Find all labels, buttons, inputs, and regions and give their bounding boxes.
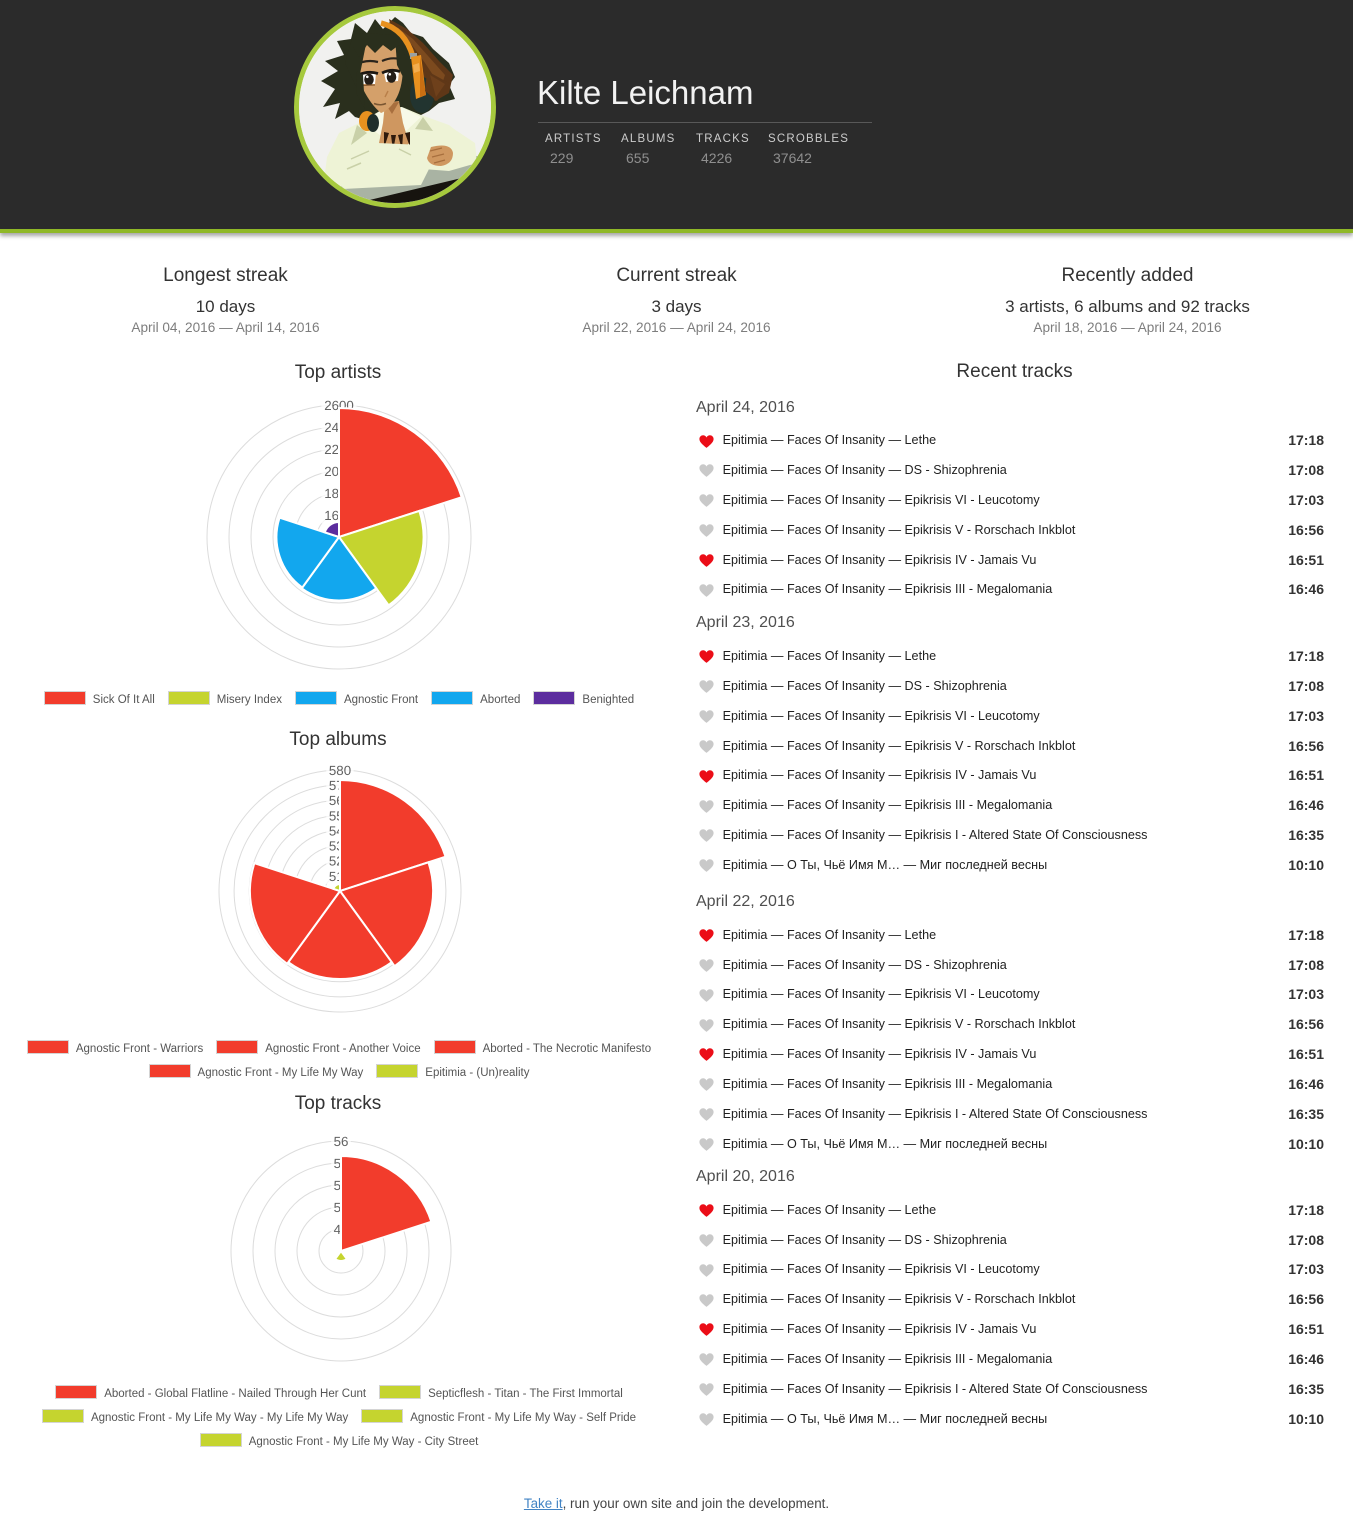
svg-text:56: 56 — [334, 1134, 349, 1149]
svg-text:580: 580 — [329, 763, 351, 778]
